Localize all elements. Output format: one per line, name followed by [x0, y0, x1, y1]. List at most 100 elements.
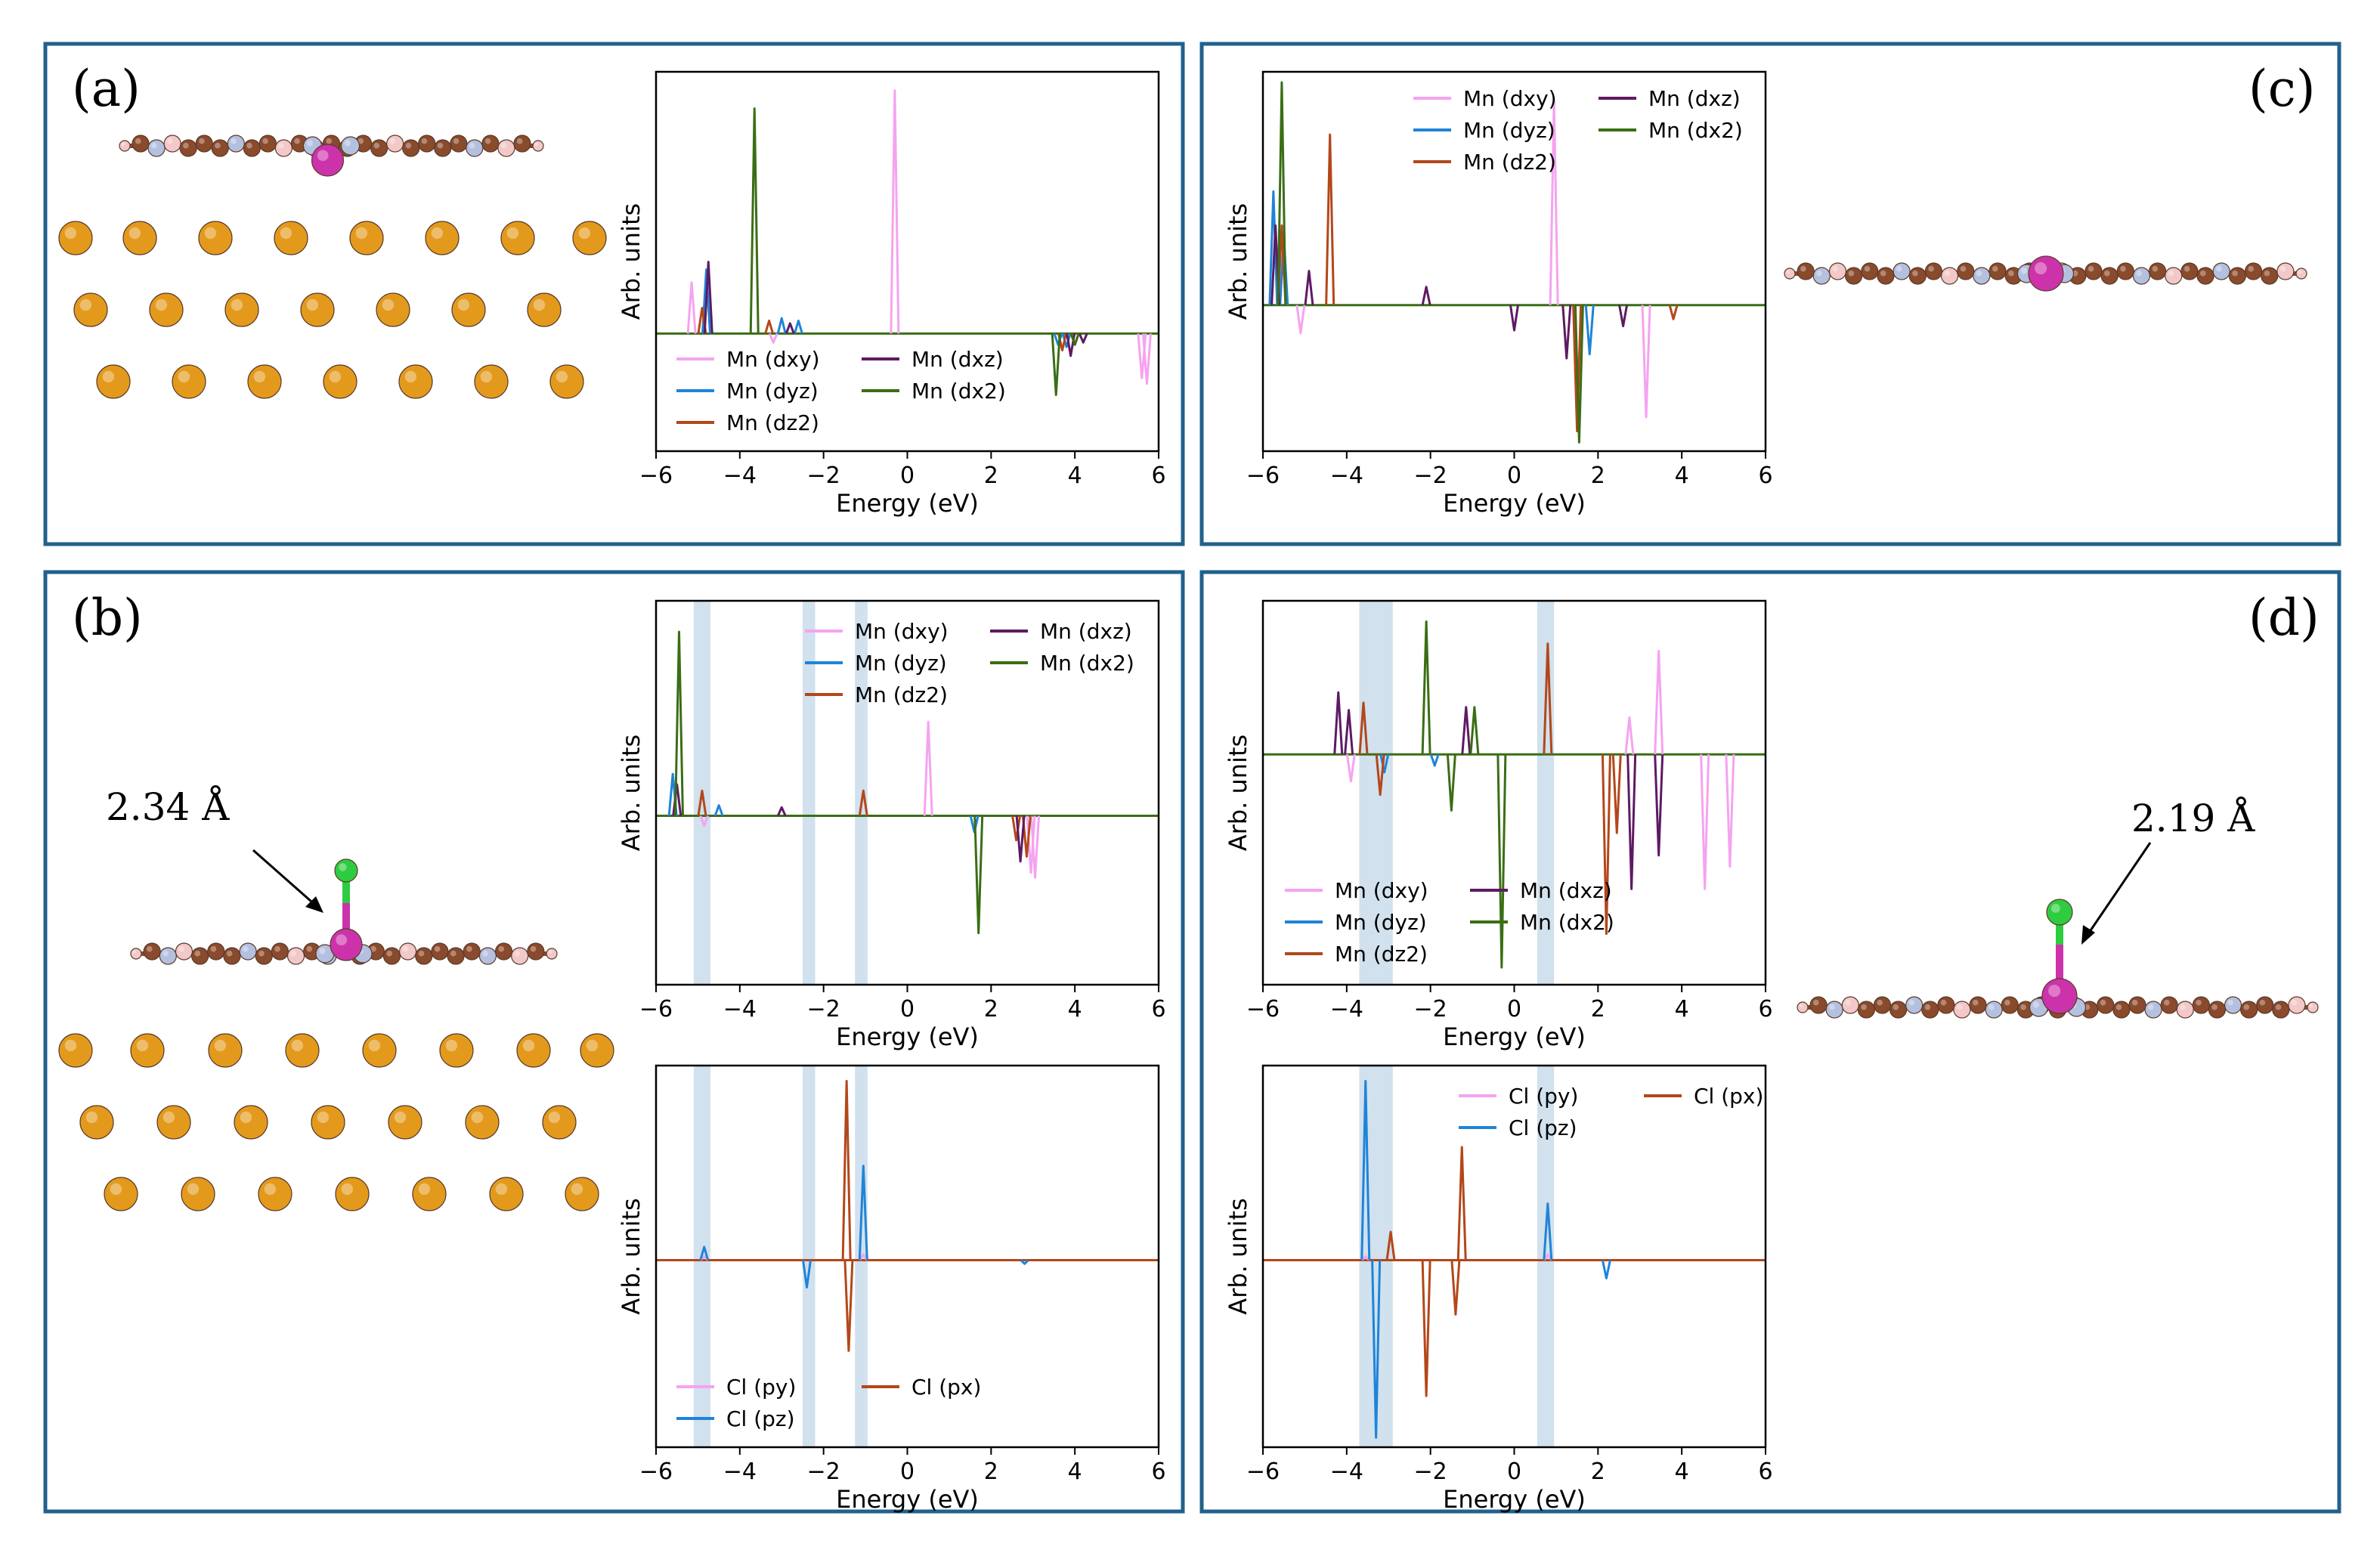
- ring-atom: [1889, 1001, 1908, 1019]
- gold-atom: [572, 221, 607, 255]
- ring-atom: [195, 135, 213, 153]
- data-peak: [1601, 754, 1611, 936]
- data-peak: [859, 1253, 868, 1261]
- x-tick-label: 2: [984, 462, 998, 489]
- gold-atom-highlight: [231, 299, 243, 311]
- gold-atom-highlight: [64, 227, 77, 240]
- nitrogen-atom-highlight: [2020, 268, 2028, 274]
- x-tick-label: 2: [1591, 996, 1605, 1022]
- ring-atom: [159, 947, 177, 965]
- ring-atom: [223, 947, 241, 965]
- x-tick-label: 6: [1758, 996, 1772, 1022]
- data-peak: [1543, 642, 1553, 755]
- ring-atom-highlight: [1864, 265, 1871, 272]
- legend-entry: Mn (dxy): [1463, 86, 1557, 111]
- ring-atom-highlight: [357, 138, 364, 144]
- hydrogen-atom-highlight: [121, 142, 125, 147]
- gold-atom: [376, 292, 410, 327]
- x-tick-label: 4: [1675, 462, 1689, 489]
- ring-atom-highlight: [162, 950, 169, 957]
- gold-atom-highlight: [264, 1183, 277, 1196]
- gold-atom-highlight: [240, 1111, 252, 1124]
- ring-atom: [450, 135, 468, 153]
- data-peak: [1011, 815, 1022, 842]
- data-peak: [1549, 99, 1559, 305]
- bond-arrow-d: [2084, 842, 2152, 938]
- gold-atom-highlight: [79, 299, 92, 311]
- hydrogen-atom: [130, 948, 142, 960]
- ring-atom: [1825, 1001, 1843, 1019]
- legend-entry: Cl (py): [1509, 1084, 1578, 1109]
- gold-atom-highlight: [128, 227, 141, 240]
- bond-length-label-d: 2.19 Å: [2131, 796, 2255, 840]
- x-tick-label: −4: [723, 996, 757, 1022]
- ring-atom: [132, 135, 150, 153]
- data-peak: [1325, 133, 1335, 305]
- gold-atom: [58, 221, 93, 255]
- ring-atom: [478, 947, 497, 965]
- ring-atom-highlight: [1992, 265, 1998, 272]
- ring-atom-highlight: [484, 138, 491, 144]
- ring-atom: [1937, 996, 1955, 1014]
- legend-entry: Cl (pz): [1509, 1115, 1577, 1140]
- ring-atom-highlight: [2243, 1004, 2250, 1010]
- ring-atom-highlight: [2152, 265, 2159, 272]
- gold-atom: [224, 292, 259, 327]
- data-peak: [1333, 691, 1344, 755]
- ring-atom: [382, 947, 401, 965]
- legend-entry: Cl (pz): [726, 1406, 795, 1431]
- gold-atom-highlight: [162, 1111, 175, 1124]
- data-peak: [699, 1245, 710, 1261]
- bond-arrowhead-d: [2081, 925, 2095, 945]
- data-peak: [1700, 754, 1710, 890]
- ring-atom-highlight: [466, 945, 472, 952]
- ring-atom: [2084, 262, 2103, 280]
- data-peak: [764, 319, 775, 334]
- gold-atom-highlight: [355, 227, 368, 240]
- gold-atom-highlight: [204, 227, 217, 240]
- data-peak: [1371, 1260, 1382, 1439]
- x-tick-label: 4: [1675, 996, 1689, 1022]
- ring-atom-highlight: [2248, 265, 2255, 272]
- x-tick-label: 0: [900, 996, 915, 1022]
- gold-atom: [516, 1033, 551, 1068]
- ring-atom: [1861, 262, 1879, 280]
- x-tick-label: 4: [1068, 996, 1082, 1022]
- ring-atom: [527, 942, 545, 961]
- ring-atom: [1812, 267, 1831, 285]
- x-tick-label: 2: [1591, 462, 1605, 489]
- ring-atom: [211, 139, 229, 157]
- ring-atom-highlight: [147, 945, 153, 952]
- x-axis-label: Energy (eV): [836, 1485, 979, 1514]
- legend-entry: Mn (dxz): [1520, 878, 1612, 903]
- gold-atom-highlight: [480, 370, 493, 383]
- x-tick-label: −4: [723, 1459, 757, 1485]
- ring-atom-highlight: [1908, 999, 1915, 1006]
- x-tick-label: −6: [1246, 996, 1280, 1022]
- gold-atom: [234, 1105, 268, 1140]
- data-peak: [1725, 754, 1735, 868]
- data-peak: [686, 281, 697, 334]
- ring-atom-highlight: [194, 950, 201, 957]
- y-axis-label: Arb. units: [617, 203, 645, 320]
- data-peak: [1051, 333, 1061, 397]
- ring-atom-highlight: [373, 142, 380, 149]
- ring-atom: [2160, 996, 2178, 1014]
- legend-entry: Cl (px): [1694, 1084, 1763, 1109]
- nitrogen-atom-highlight: [306, 140, 314, 147]
- gold-atom-highlight: [445, 1039, 458, 1052]
- manganese-atom-highlight: [317, 150, 329, 162]
- data-peak: [703, 261, 713, 334]
- ring-atom: [2224, 996, 2242, 1014]
- ring-atom: [434, 139, 452, 157]
- x-tick-label: −6: [639, 1459, 673, 1485]
- chart-c-mn-pdos: −6 −4 −2 0 2 4 6 Energy (eV) Arb. units Mn (dxy) M…: [1224, 70, 1773, 518]
- legend-entry: Mn (dz2): [855, 682, 948, 707]
- x-tick-label: −2: [1414, 462, 1447, 489]
- ring-atom: [286, 947, 305, 965]
- gold-atom: [335, 1177, 370, 1211]
- ring-atom: [175, 942, 193, 961]
- legend-entry: Mn (dx2): [1648, 118, 1743, 143]
- legend-entry: Mn (dx2): [1040, 651, 1134, 676]
- ring-atom: [494, 942, 513, 961]
